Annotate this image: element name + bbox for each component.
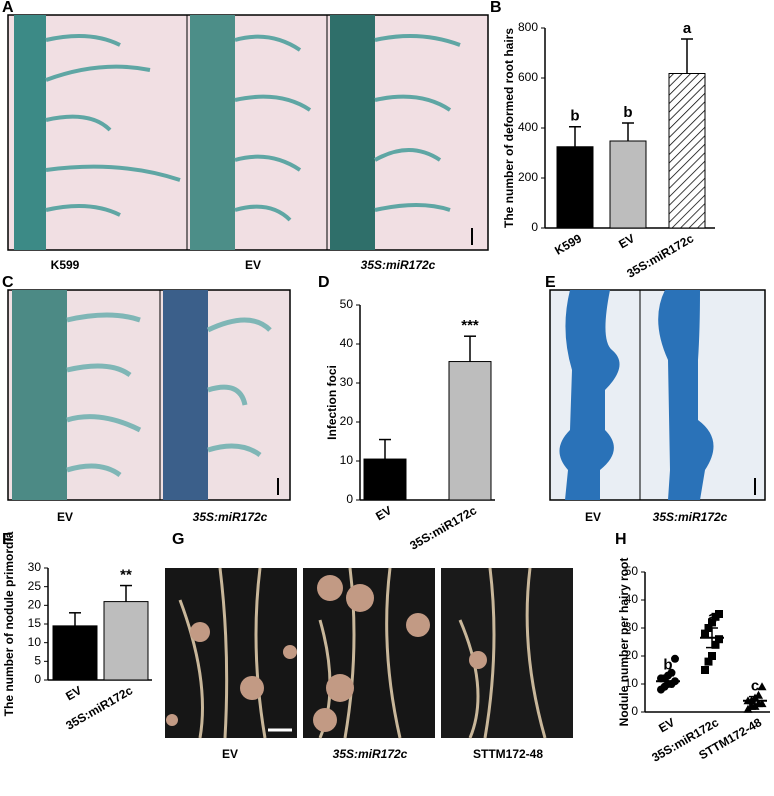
panel-letter: E	[545, 274, 556, 291]
y-axis-label: Infection foci	[325, 365, 339, 440]
y-tick-label: 40	[625, 592, 639, 606]
panel-letter: H	[615, 531, 627, 548]
data-point	[671, 654, 679, 663]
bar	[448, 361, 492, 501]
y-axis-label: The number of nodule primordia	[2, 531, 16, 716]
y-axis-label: The number of deformed root hairs	[502, 28, 516, 228]
image-label: 35S:miR172c	[333, 747, 408, 761]
data-point	[704, 657, 713, 666]
y-tick-label: 20	[625, 648, 639, 662]
data-point	[757, 682, 767, 691]
bar	[103, 601, 149, 681]
y-tick-label: 400	[518, 120, 538, 134]
y-tick-label: 25	[28, 579, 42, 593]
y-tick-label: 50	[340, 297, 354, 311]
y-tick-label: 0	[531, 220, 538, 234]
image-label: EV	[585, 510, 601, 524]
y-axis-label: Nodule number per hairy root	[617, 558, 631, 727]
y-tick-label: 0	[346, 492, 353, 506]
image-label: 35S:miR172c	[193, 510, 268, 524]
image-label: K599	[51, 258, 80, 272]
data-point	[715, 610, 723, 618]
y-tick-label: 10	[28, 635, 42, 649]
significance: ***	[461, 317, 479, 334]
image-label: EV	[222, 747, 238, 761]
panel-letter: G	[172, 531, 184, 548]
panel-letter: A	[2, 0, 14, 16]
x-tick-label: K599	[552, 231, 584, 258]
y-tick-label: 20	[340, 414, 354, 428]
data-point	[708, 618, 716, 627]
y-tick-label: 20	[28, 598, 42, 612]
image-label: EV	[57, 510, 73, 524]
y-tick-label: 5	[34, 654, 41, 668]
y-tick-label: 30	[28, 560, 42, 574]
data-point	[701, 629, 709, 638]
data-point	[708, 652, 716, 660]
y-tick-label: 30	[340, 375, 354, 389]
bar	[668, 73, 706, 229]
micrograph-e	[549, 289, 766, 501]
panel-letter: B	[490, 0, 502, 16]
x-tick-label: EV	[63, 683, 84, 703]
data-point	[701, 666, 709, 674]
data-point	[711, 640, 720, 649]
panel-letter: F	[2, 531, 12, 548]
y-tick-label: 15	[28, 616, 42, 630]
significance: b	[570, 108, 579, 125]
micrograph-a	[7, 14, 489, 251]
bar	[363, 458, 407, 501]
data-point	[667, 668, 676, 677]
image-label: EV	[245, 258, 261, 272]
micrograph-c	[7, 289, 291, 501]
significance: b	[623, 104, 632, 121]
panel-letter: D	[318, 274, 330, 291]
significance: b	[663, 657, 672, 674]
y-tick-label: 10	[625, 676, 639, 690]
image-label: STTM172-48	[473, 747, 543, 761]
x-tick-label: EV	[656, 715, 677, 735]
bar	[52, 625, 98, 681]
bar	[609, 140, 647, 229]
photo-g	[165, 567, 573, 739]
x-tick-label: EV	[616, 231, 637, 251]
significance: c	[751, 678, 759, 695]
y-tick-label: 0	[631, 704, 638, 718]
significance: a	[683, 20, 692, 37]
y-tick-label: 10	[340, 453, 354, 467]
x-tick-label: 35S:miR172c	[407, 503, 479, 553]
y-tick-label: 40	[340, 336, 354, 350]
image-label: 35S:miR172c	[653, 510, 728, 524]
significance: **	[120, 567, 132, 584]
image-label: 35S:miR172c	[361, 258, 436, 272]
panel-letter: C	[2, 274, 14, 291]
y-tick-label: 30	[625, 620, 639, 634]
x-tick-label: EV	[373, 503, 394, 523]
data-point	[715, 635, 723, 644]
significance: a	[708, 609, 717, 626]
y-tick-label: 0	[34, 672, 41, 686]
y-tick-label: 50	[625, 564, 639, 578]
bar	[556, 146, 594, 229]
x-tick-label: 35S:miR172c	[624, 231, 696, 281]
y-tick-label: 600	[518, 70, 538, 84]
y-tick-label: 200	[518, 170, 538, 184]
y-tick-label: 800	[518, 20, 538, 34]
